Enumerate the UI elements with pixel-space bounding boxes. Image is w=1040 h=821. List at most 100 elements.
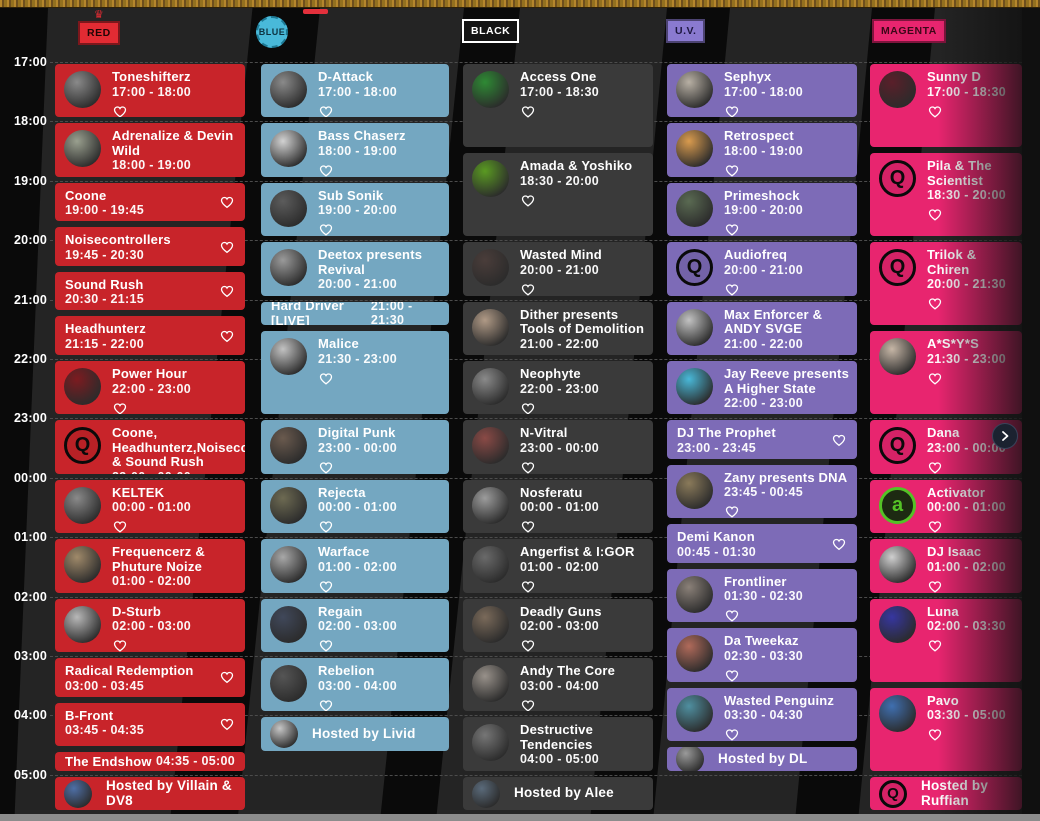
event-card[interactable]: Rejecta 00:00 - 01:00 <box>261 479 449 534</box>
event-card[interactable]: Q Audiofreq 20:00 - 21:00 <box>667 242 857 296</box>
event-card[interactable]: DJ Isaac 01:00 - 02:00 <box>870 539 1022 593</box>
favorite-button[interactable] <box>219 717 235 732</box>
event-card[interactable]: Noisecontrollers 19:45 - 20:30 <box>55 227 245 266</box>
favorite-button[interactable] <box>520 519 536 533</box>
event-card[interactable]: Malice 21:30 - 23:00 <box>261 331 449 415</box>
favorite-button[interactable] <box>520 638 536 652</box>
favorite-button[interactable] <box>318 222 334 236</box>
event-card[interactable]: Max Enforcer & ANDY SVGE 21:00 - 22:00 <box>667 301 857 355</box>
event-card[interactable]: Q Coone, Headhunterz,Noisecontrollers & S… <box>55 420 245 474</box>
favorite-button[interactable] <box>318 371 334 386</box>
event-card[interactable]: Luna 02:00 - 03:30 <box>870 598 1022 682</box>
event-card[interactable]: Hosted by Livid <box>261 717 449 751</box>
favorite-button[interactable] <box>112 104 128 118</box>
favorite-button[interactable] <box>318 579 334 593</box>
favorite-button[interactable] <box>724 163 740 177</box>
favorite-button[interactable] <box>724 222 740 236</box>
event-card[interactable]: N-Vitral 23:00 - 00:00 <box>463 420 653 474</box>
event-card[interactable]: Amada & Yoshiko 18:30 - 20:00 <box>463 153 653 237</box>
event-card[interactable]: Radical Redemption 03:00 - 03:45 <box>55 658 245 697</box>
horizontal-scrollbar[interactable] <box>0 814 1040 821</box>
event-card[interactable]: Digital Punk 23:00 - 00:00 <box>261 420 449 474</box>
favorite-button[interactable] <box>318 460 334 474</box>
event-card[interactable]: Primeshock 19:00 - 20:00 <box>667 182 857 237</box>
favorite-button[interactable] <box>219 670 235 685</box>
favorite-button[interactable] <box>927 579 943 593</box>
event-card[interactable]: Q Pila & The Scientist 18:30 - 20:00 <box>870 153 1022 237</box>
event-card[interactable]: Jay Reeve presents A Higher State 22:00 -… <box>667 361 857 415</box>
favorite-button[interactable] <box>724 282 740 296</box>
favorite-button[interactable] <box>318 638 334 652</box>
event-card[interactable]: Pavo 03:30 - 05:00 <box>870 687 1022 771</box>
favorite-button[interactable] <box>927 460 943 474</box>
favorite-button[interactable] <box>927 371 943 386</box>
event-card[interactable]: Rebelion 03:00 - 04:00 <box>261 658 449 712</box>
event-card[interactable]: The Endshow 04:35 - 05:00 <box>55 752 245 771</box>
event-card[interactable]: Toneshifterz 17:00 - 18:00 <box>55 64 245 118</box>
event-card[interactable]: Warface 01:00 - 02:00 <box>261 539 449 593</box>
event-card[interactable]: Access One 17:00 - 18:30 <box>463 64 653 148</box>
event-card[interactable]: a Activator 00:00 - 01:00 <box>870 479 1022 534</box>
event-card[interactable]: Demi Kanon 00:45 - 01:30 <box>667 524 857 563</box>
favorite-button[interactable] <box>724 504 740 519</box>
favorite-button[interactable] <box>318 104 334 118</box>
favorite-button[interactable] <box>520 698 536 712</box>
favorite-button[interactable] <box>927 296 943 311</box>
event-card[interactable]: Sephyx 17:00 - 18:00 <box>667 64 857 118</box>
favorite-button[interactable] <box>219 195 235 210</box>
event-card[interactable]: Deetox presents Revival 20:00 - 21:00 <box>261 242 449 296</box>
event-card[interactable]: Dither presents Tools of Demolition 21:00… <box>463 301 653 355</box>
event-card[interactable]: Andy The Core 03:00 - 04:00 <box>463 658 653 712</box>
favorite-button[interactable] <box>219 328 235 343</box>
favorite-button[interactable] <box>831 432 847 447</box>
favorite-button[interactable] <box>520 401 536 415</box>
event-card[interactable]: Hosted by DL <box>667 747 857 771</box>
favorite-button[interactable] <box>724 608 740 622</box>
favorite-button[interactable] <box>927 638 943 653</box>
event-card[interactable]: Da Tweekaz 02:30 - 03:30 <box>667 628 857 682</box>
event-card[interactable]: Neophyte 22:00 - 23:00 <box>463 361 653 415</box>
favorite-button[interactable] <box>219 239 235 254</box>
favorite-button[interactable] <box>318 698 334 712</box>
event-card[interactable]: Hard Driver [LIVE] 21:00 - 21:30 <box>261 301 449 326</box>
favorite-button[interactable] <box>724 668 740 682</box>
favorite-button[interactable] <box>927 727 943 742</box>
favorite-button[interactable] <box>520 579 536 593</box>
event-card[interactable]: Wasted Mind 20:00 - 21:00 <box>463 242 653 296</box>
event-card[interactable]: Sunny D 17:00 - 18:30 <box>870 64 1022 148</box>
event-card[interactable]: B-Front 03:45 - 04:35 <box>55 702 245 747</box>
event-card[interactable]: Q Trilok & Chiren 20:00 - 21:30 <box>870 242 1022 326</box>
event-card[interactable]: Headhunterz 21:15 - 22:00 <box>55 316 245 355</box>
favorite-button[interactable] <box>724 727 740 741</box>
favorite-button[interactable] <box>112 638 128 652</box>
event-card[interactable]: Power Hour 22:00 - 23:00 <box>55 361 245 415</box>
favorite-button[interactable] <box>520 193 536 208</box>
event-card[interactable]: Regain 02:00 - 03:00 <box>261 598 449 652</box>
favorite-button[interactable] <box>520 460 536 474</box>
event-card[interactable]: Frequencerz & Phuture Noize 01:00 - 02:00 <box>55 539 245 593</box>
event-card[interactable]: Q Hosted by Ruffian <box>870 776 1022 811</box>
favorite-button[interactable] <box>520 104 536 119</box>
event-card[interactable]: Hosted by Villain & DV8 <box>55 776 245 811</box>
favorite-button[interactable] <box>318 519 334 533</box>
favorite-button[interactable] <box>318 163 334 177</box>
event-card[interactable]: Retrospect 18:00 - 19:00 <box>667 123 857 177</box>
event-card[interactable]: Bass Chaserz 18:00 - 19:00 <box>261 123 449 177</box>
favorite-button[interactable] <box>520 282 536 296</box>
event-card[interactable]: Zany presents DNA 23:45 - 00:45 <box>667 464 857 519</box>
favorite-button[interactable] <box>927 207 943 222</box>
event-card[interactable]: Sound Rush 20:30 - 21:15 <box>55 271 245 311</box>
next-stage-button[interactable] <box>992 423 1018 449</box>
event-card[interactable]: Adrenalize & Devin Wild 18:00 - 19:00 <box>55 123 245 177</box>
event-card[interactable]: D-Attack 17:00 - 18:00 <box>261 64 449 118</box>
event-card[interactable]: Sub Sonik 19:00 - 20:00 <box>261 182 449 237</box>
favorite-button[interactable] <box>927 104 943 119</box>
event-card[interactable]: Nosferatu 00:00 - 01:00 <box>463 479 653 534</box>
favorite-button[interactable] <box>112 519 128 533</box>
event-card[interactable]: D-Sturb 02:00 - 03:00 <box>55 598 245 652</box>
event-card[interactable]: Deadly Guns 02:00 - 03:00 <box>463 598 653 652</box>
favorite-button[interactable] <box>219 284 235 299</box>
favorite-button[interactable] <box>927 519 943 533</box>
event-card[interactable]: Angerfist & I:GOR 01:00 - 02:00 <box>463 539 653 593</box>
favorite-button[interactable] <box>724 104 740 118</box>
